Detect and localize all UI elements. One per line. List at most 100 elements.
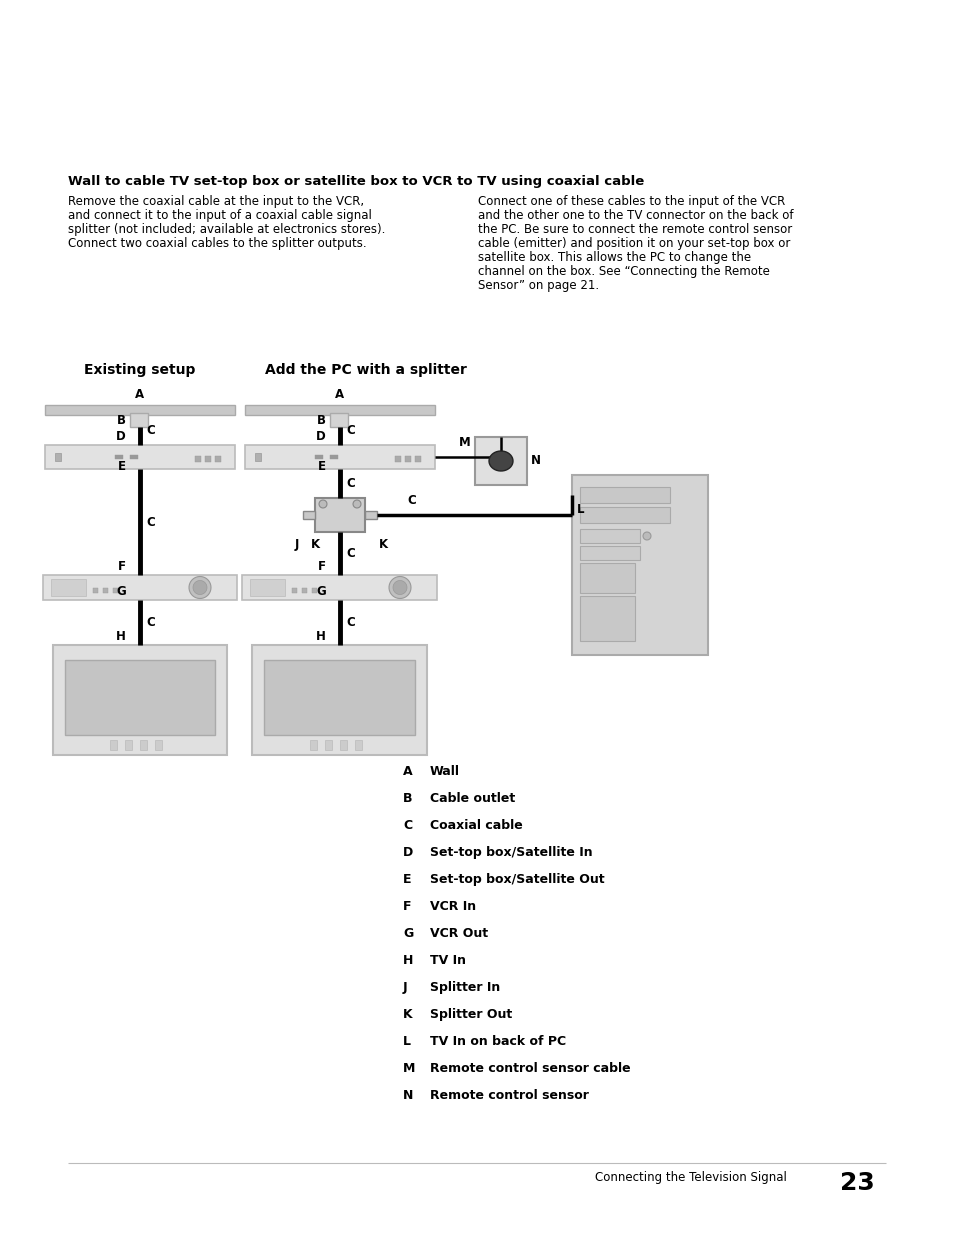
Text: A: A <box>335 388 344 401</box>
Bar <box>254 452 261 461</box>
Text: H: H <box>402 953 413 967</box>
Text: G: G <box>116 585 126 598</box>
Text: Connecting the Television Signal: Connecting the Television Signal <box>595 1171 786 1183</box>
Text: and the other one to the TV connector on the back of: and the other one to the TV connector on… <box>477 209 793 222</box>
Bar <box>339 740 347 750</box>
Text: C: C <box>346 616 355 629</box>
Text: cable (emitter) and position it on your set-top box or: cable (emitter) and position it on your … <box>477 237 789 249</box>
Text: TV In: TV In <box>430 953 465 967</box>
Polygon shape <box>393 580 407 594</box>
Bar <box>330 456 337 459</box>
Text: J: J <box>402 981 407 994</box>
Text: Wall: Wall <box>430 764 459 778</box>
Text: Remote control sensor: Remote control sensor <box>430 1089 588 1102</box>
Text: VCR Out: VCR Out <box>430 927 488 940</box>
Bar <box>264 659 416 735</box>
Bar <box>572 475 707 655</box>
Text: Set-top box/Satellite Out: Set-top box/Satellite Out <box>430 873 604 885</box>
Text: D: D <box>315 430 326 443</box>
Bar <box>253 645 427 755</box>
Bar <box>205 456 211 462</box>
Bar <box>579 529 639 543</box>
Text: 23: 23 <box>840 1171 874 1195</box>
Polygon shape <box>489 451 513 471</box>
Bar <box>251 579 285 597</box>
Text: F: F <box>402 900 411 913</box>
Bar <box>45 445 234 469</box>
Text: Splitter In: Splitter In <box>430 981 499 994</box>
Text: K: K <box>311 538 320 551</box>
Bar <box>303 511 314 519</box>
Text: Connect one of these cables to the input of the VCR: Connect one of these cables to the input… <box>477 195 784 207</box>
Text: C: C <box>407 494 416 508</box>
Text: Remote control sensor cable: Remote control sensor cable <box>430 1062 630 1074</box>
Text: K: K <box>402 1008 413 1021</box>
Bar <box>214 456 221 462</box>
Text: Coaxial cable: Coaxial cable <box>430 819 522 832</box>
Text: B: B <box>402 792 412 805</box>
Bar <box>313 588 317 593</box>
Bar <box>194 456 201 462</box>
Bar <box>302 588 307 593</box>
Polygon shape <box>389 577 411 599</box>
Bar <box>112 588 117 593</box>
Text: Add the PC with a splitter: Add the PC with a splitter <box>265 363 466 377</box>
Text: E: E <box>317 461 326 473</box>
Text: G: G <box>402 927 413 940</box>
Text: Connect two coaxial cables to the splitter outputs.: Connect two coaxial cables to the splitt… <box>68 237 366 249</box>
Text: C: C <box>146 424 154 436</box>
Bar <box>125 740 132 750</box>
Text: TV In on back of PC: TV In on back of PC <box>430 1035 565 1049</box>
Text: H: H <box>315 630 326 643</box>
Bar <box>65 659 215 735</box>
Bar <box>579 508 669 522</box>
Text: C: C <box>346 424 355 436</box>
Bar <box>43 576 237 600</box>
Text: E: E <box>118 461 126 473</box>
Text: L: L <box>402 1035 411 1049</box>
Text: channel on the box. See “Connecting the Remote: channel on the box. See “Connecting the … <box>477 266 769 278</box>
Text: Wall to cable TV set-top box or satellite box to VCR to TV using coaxial cable: Wall to cable TV set-top box or satellit… <box>68 175 643 188</box>
Text: G: G <box>315 585 326 598</box>
Bar <box>395 456 400 462</box>
Text: C: C <box>346 547 355 559</box>
Polygon shape <box>642 532 650 540</box>
Bar <box>579 546 639 559</box>
Bar <box>140 740 147 750</box>
Polygon shape <box>318 500 327 508</box>
Bar <box>245 405 435 415</box>
Bar <box>310 740 316 750</box>
Bar <box>55 452 61 461</box>
Bar <box>405 456 411 462</box>
Polygon shape <box>193 580 207 594</box>
Text: A: A <box>402 764 413 778</box>
Text: satellite box. This allows the PC to change the: satellite box. This allows the PC to cha… <box>477 251 750 264</box>
Text: D: D <box>402 846 413 860</box>
Bar <box>130 456 138 459</box>
Text: Remove the coaxial cable at the input to the VCR,: Remove the coaxial cable at the input to… <box>68 195 364 207</box>
Text: L: L <box>577 503 584 516</box>
Bar <box>92 588 97 593</box>
Bar <box>45 405 234 415</box>
Text: N: N <box>531 454 540 468</box>
Bar <box>314 498 365 532</box>
Bar <box>293 588 297 593</box>
Bar <box>475 437 526 485</box>
Bar <box>415 456 420 462</box>
Text: M: M <box>458 436 471 450</box>
Text: Set-top box/Satellite In: Set-top box/Satellite In <box>430 846 592 860</box>
Bar <box>314 456 323 459</box>
Text: D: D <box>116 430 126 443</box>
Text: splitter (not included; available at electronics stores).: splitter (not included; available at ele… <box>68 224 385 236</box>
Bar <box>115 456 123 459</box>
Text: A: A <box>135 388 145 401</box>
Text: J: J <box>294 538 298 551</box>
Text: F: F <box>118 559 126 573</box>
Text: M: M <box>402 1062 415 1074</box>
Text: Existing setup: Existing setup <box>84 363 195 377</box>
Bar <box>51 579 86 597</box>
Bar <box>355 740 361 750</box>
Bar <box>579 487 669 503</box>
Text: E: E <box>402 873 411 885</box>
Text: C: C <box>146 515 154 529</box>
